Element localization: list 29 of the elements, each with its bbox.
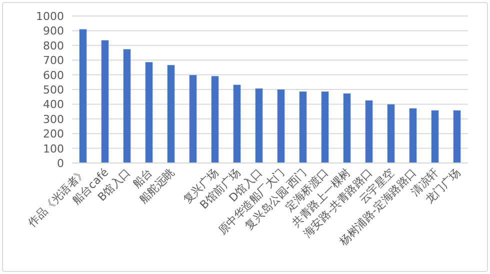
bar <box>189 75 197 163</box>
bar <box>321 92 329 163</box>
bar <box>101 40 109 163</box>
y-tick-label: 700 <box>43 54 64 68</box>
y-tick-label: 600 <box>43 68 64 82</box>
bar <box>365 100 373 163</box>
bar <box>211 76 219 163</box>
y-tick-label: 900 <box>43 24 64 38</box>
y-tick-label: 300 <box>43 112 64 126</box>
bar <box>145 62 153 163</box>
bar <box>299 92 307 163</box>
bar <box>277 90 285 163</box>
bar <box>255 88 263 163</box>
y-tick-label: 400 <box>43 98 64 112</box>
bar <box>387 104 395 163</box>
y-tick-label: 100 <box>43 142 64 156</box>
y-tick-label: 200 <box>43 128 64 141</box>
y-tick-label: 1000 <box>36 10 64 23</box>
y-tick-label: 500 <box>43 84 64 96</box>
bar <box>123 49 131 163</box>
bar <box>343 93 351 163</box>
y-tick-label: 0 <box>57 157 64 170</box>
bar <box>167 65 175 163</box>
bar <box>431 110 439 163</box>
bar <box>453 110 461 163</box>
bar <box>233 84 241 163</box>
bar <box>409 108 417 163</box>
y-tick-label: 800 <box>43 39 64 52</box>
bar <box>79 29 87 163</box>
